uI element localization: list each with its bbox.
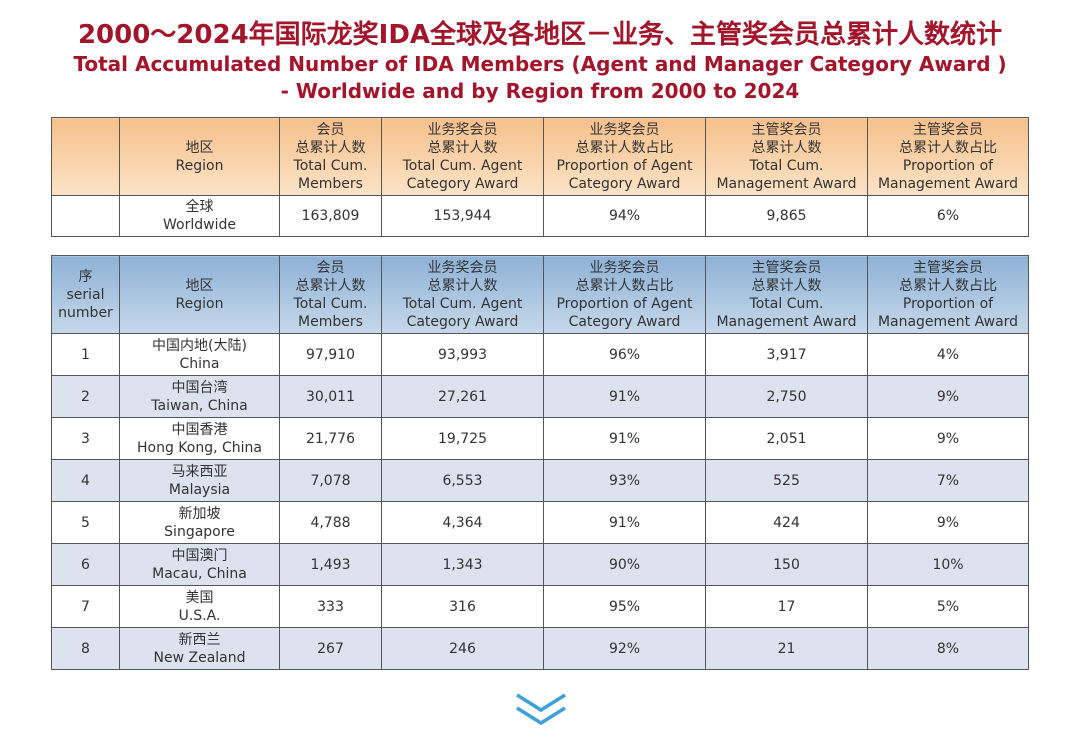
region-cell: 中国澳门 Macau, China [119,543,280,586]
agent-proportion-cell: 91% [543,417,706,460]
agent-proportion-cell: 96% [543,333,706,376]
page-subtitle-line2: - Worldwide and by Region from 2000 to 2… [280,79,800,103]
header-region: 地区 Region [119,255,280,334]
agent-cell: 1,343 [381,543,544,586]
worldwide-agent-cell: 153,944 [381,195,544,237]
worldwide-table: 地区 Region 会员 总累计人数 Total Cum. Members 业务奖会员总… [51,117,1029,237]
table-row: 8 新西兰 New Zealand 267 246 92% 21 8% [51,627,1029,670]
worldwide-manager-proportion-cell: 6% [867,195,1029,237]
region-cell: 美国 U.S.A. [119,585,280,628]
members-cell: 7,078 [279,459,382,502]
manager-proportion-cell: 9% [867,417,1029,460]
manager-proportion-cell: 4% [867,333,1029,376]
page-title: 2000～2024年国际龙奖IDA全球及各地区－业务、主管奖会员总累计人数统计 [77,20,1003,50]
header-manager-proportion: 主管奖会员 总累计人数占比 Proportion of Management Awar… [867,117,1029,196]
worldwide-region-cell: 全球 Worldwide [119,195,280,237]
table-row: 2 中国台湾 Taiwan, China 30,011 27,261 91% 2,… [51,375,1029,418]
serial-cell: 5 [51,501,120,544]
manager-proportion-cell: 8% [867,627,1029,670]
agent-proportion-cell: 91% [543,501,706,544]
manager-cell: 424 [705,501,868,544]
manager-cell: 2,051 [705,417,868,460]
serial-cell: 6 [51,543,120,586]
agent-proportion-cell: 91% [543,375,706,418]
manager-cell: 3,917 [705,333,868,376]
worldwide-manager-cell: 9,865 [705,195,868,237]
serial-cell: 3 [51,417,120,460]
region-header-row: 序 serial number 地区 Region 会员 总累计人数 Total Cum.… [51,255,1029,334]
table-row: 5 新加坡 Singapore 4,788 4,364 91% 424 9% [51,501,1029,544]
serial-cell: 2 [51,375,120,418]
worldwide-row: 全球 Worldwide 163,809 153,944 94% 9,865 6% [51,195,1029,237]
table-row: 7 美国 U.S.A. 333 316 95% 17 5% [51,585,1029,628]
header-agent-proportion: 业务奖会员 总累计人数占比 Proportion of Agent Category … [543,117,706,196]
manager-cell: 17 [705,585,868,628]
members-cell: 333 [279,585,382,628]
header-blank-cell [51,117,120,196]
agent-cell: 246 [381,627,544,670]
worldwide-members-cell: 163,809 [279,195,382,237]
header-manager: 主管奖会员 总累计人数 Total Cum. Management Award [705,117,868,196]
chevron-double-down-icon[interactable] [514,690,568,730]
header-region: 地区 Region [119,117,280,196]
header-serial: 序 serial number [51,255,120,334]
region-cell: 新西兰 New Zealand [119,627,280,670]
page-subtitle-line1: Total Accumulated Number of IDA Members … [73,52,1007,76]
table-row: 6 中国澳门 Macau, China 1,493 1,343 90% 150 1… [51,543,1029,586]
header-members: 会员 总累计人数 Total Cum. Members [279,255,382,334]
region-table: 序 serial number 地区 Region 会员 总累计人数 Total Cum.… [51,255,1029,670]
agent-cell: 4,364 [381,501,544,544]
manager-proportion-cell: 9% [867,375,1029,418]
members-cell: 30,011 [279,375,382,418]
header-manager: 主管奖会员 总累计人数 Total Cum. Management Award [705,255,868,334]
region-cell: 马来西亚 Malaysia [119,459,280,502]
members-cell: 4,788 [279,501,382,544]
agent-proportion-cell: 92% [543,627,706,670]
serial-cell: 7 [51,585,120,628]
header-members: 会员 总累计人数 Total Cum. Members [279,117,382,196]
serial-cell: 8 [51,627,120,670]
agent-cell: 27,261 [381,375,544,418]
region-cell: 中国内地(大陆) China [119,333,280,376]
members-cell: 1,493 [279,543,382,586]
header-agent-proportion: 业务奖会员 总累计人数占比 Proportion of Agent Category … [543,255,706,334]
region-cell: 中国香港 Hong Kong, China [119,417,280,460]
table-row: 1 中国内地(大陆) China 97,910 93,993 96% 3,917 … [51,333,1029,376]
table-row: 4 马来西亚 Malaysia 7,078 6,553 93% 525 7% [51,459,1029,502]
agent-proportion-cell: 95% [543,585,706,628]
manager-proportion-cell: 9% [867,501,1029,544]
agent-cell: 316 [381,585,544,628]
header-agent: 业务奖会员 总累计人数 Total Cum. Agent Category Award [381,117,544,196]
members-cell: 21,776 [279,417,382,460]
members-cell: 97,910 [279,333,382,376]
table-row: 3 中国香港 Hong Kong, China 21,776 19,725 91%… [51,417,1029,460]
agent-cell: 93,993 [381,333,544,376]
agent-proportion-cell: 90% [543,543,706,586]
serial-cell: 4 [51,459,120,502]
agent-cell: 19,725 [381,417,544,460]
header-manager-proportion: 主管奖会员 总累计人数占比 Proportion of Management Awar… [867,255,1029,334]
manager-proportion-cell: 5% [867,585,1029,628]
worldwide-header-row: 地区 Region 会员 总累计人数 Total Cum. Members 业务奖会员总… [51,117,1029,196]
members-cell: 267 [279,627,382,670]
manager-cell: 21 [705,627,868,670]
manager-cell: 150 [705,543,868,586]
serial-cell: 1 [51,333,120,376]
region-cell: 新加坡 Singapore [119,501,280,544]
worldwide-agent-proportion-cell: 94% [543,195,706,237]
manager-proportion-cell: 7% [867,459,1029,502]
agent-cell: 6,553 [381,459,544,502]
region-cell: 中国台湾 Taiwan, China [119,375,280,418]
agent-proportion-cell: 93% [543,459,706,502]
header-agent: 业务奖会员 总累计人数 Total Cum. Agent Category Award [381,255,544,334]
manager-cell: 525 [705,459,868,502]
manager-cell: 2,750 [705,375,868,418]
worldwide-blank-cell [51,195,120,237]
manager-proportion-cell: 10% [867,543,1029,586]
